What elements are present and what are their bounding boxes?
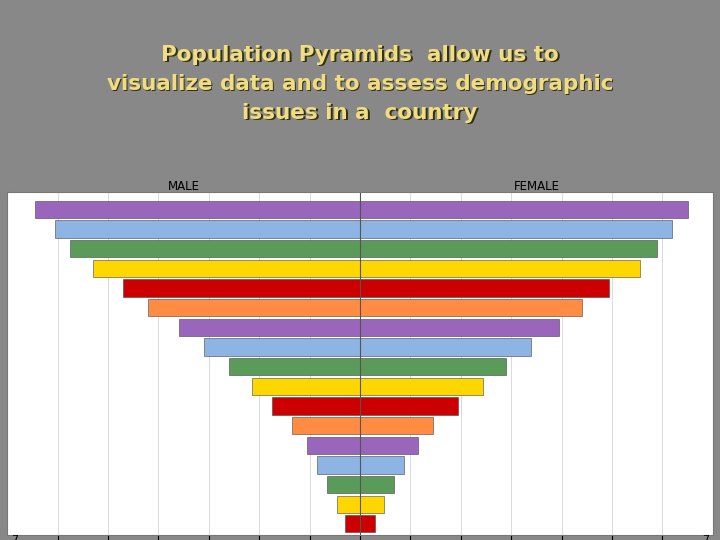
Text: MALE: MALE	[168, 180, 199, 193]
Bar	[307, 436, 360, 454]
Bar	[360, 515, 375, 532]
Bar	[360, 339, 531, 356]
Text: FEMALE: FEMALE	[513, 180, 559, 193]
Bar	[337, 496, 360, 513]
Text: Population Pyramids  allow us to
visualize data and to assess demographic
issues: Population Pyramids allow us to visualiz…	[107, 45, 613, 123]
Text: 7: 7	[12, 535, 18, 540]
Bar	[70, 240, 360, 258]
Bar	[179, 319, 360, 336]
Bar	[360, 220, 672, 238]
Bar	[360, 397, 458, 415]
Bar	[360, 456, 405, 474]
Bar	[360, 358, 506, 375]
Bar	[317, 456, 360, 474]
Bar	[360, 279, 609, 296]
Bar	[345, 515, 360, 532]
Bar	[204, 339, 360, 356]
Bar	[292, 417, 360, 434]
Bar	[360, 436, 418, 454]
Bar	[327, 476, 360, 493]
Bar	[360, 496, 384, 513]
Bar	[360, 260, 639, 277]
Bar	[360, 377, 483, 395]
Bar	[360, 299, 582, 316]
Bar	[148, 299, 360, 316]
Bar	[360, 476, 395, 493]
Bar	[271, 397, 360, 415]
Text: 7: 7	[702, 535, 708, 540]
Bar	[360, 201, 688, 218]
Bar	[35, 201, 360, 218]
Bar	[55, 220, 360, 238]
Bar	[360, 417, 433, 434]
Text: Population Pyramids  allow us to
visualize data and to assess demographic
issues: Population Pyramids allow us to visualiz…	[108, 46, 615, 124]
Bar	[360, 319, 559, 336]
Bar	[252, 377, 360, 395]
Bar	[229, 358, 360, 375]
Bar	[360, 240, 657, 258]
Bar	[123, 279, 360, 296]
Bar	[93, 260, 360, 277]
